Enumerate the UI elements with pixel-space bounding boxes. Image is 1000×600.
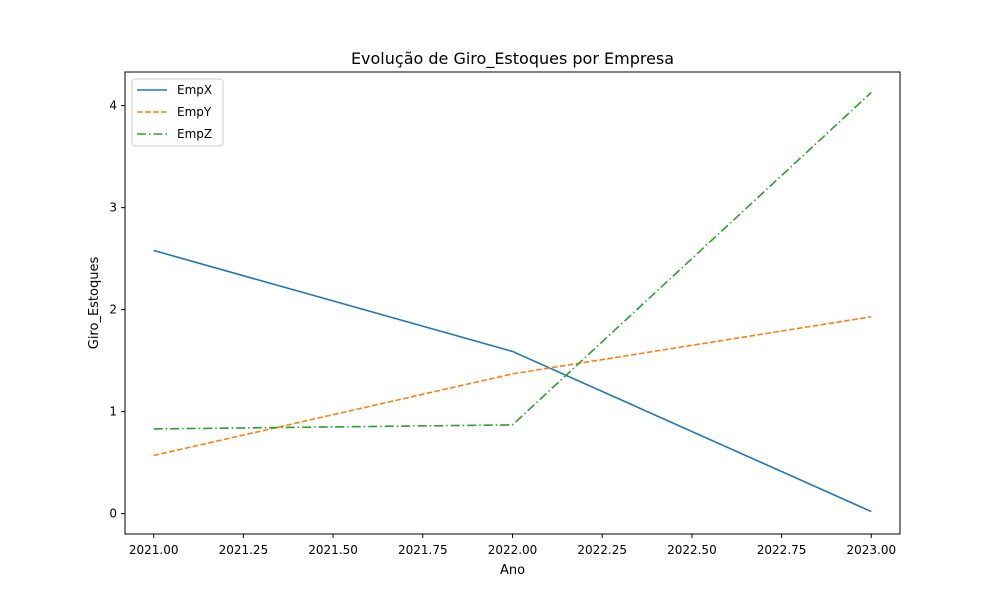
chart-title: Evolução de Giro_Estoques por Empresa [351,49,674,69]
y-axis-label: Giro_Estoques [87,257,102,350]
x-tick-label: 2021.25 [219,543,269,557]
x-tick-label: 2021.00 [129,543,179,557]
x-tick-label: 2022.25 [577,543,627,557]
x-axis-label: Ano [500,563,525,578]
y-tick-label: 4 [109,99,117,113]
y-tick-label: 3 [109,201,117,215]
x-tick-label: 2022.50 [667,543,717,557]
series-line-empx [153,249,872,513]
plot-frame [124,71,901,535]
y-axis-ticks: 0 1 2 3 4 [109,99,125,521]
legend-frame [131,78,224,147]
legend: EmpX EmpY EmpZ [131,78,224,147]
y-tick-label: 2 [109,303,117,317]
x-tick-label: 2023.00 [846,543,896,557]
x-tick-label: 2021.50 [308,543,358,557]
y-tick-label: 0 [109,507,117,521]
x-axis-ticks: 2021.00 2021.25 2021.50 2021.75 2022.00 2022.… [129,534,896,557]
legend-label-empy: EmpY [177,105,212,119]
legend-label-empz: EmpZ [177,127,212,141]
x-tick-label: 2021.75 [398,543,448,557]
legend-label-empx: EmpX [177,83,212,97]
x-tick-label: 2022.00 [488,543,538,557]
series-line-empy [153,315,872,457]
series-layer [153,91,872,513]
y-tick-label: 1 [109,405,117,419]
series-line-empz [153,91,872,430]
x-tick-label: 2022.75 [757,543,807,557]
